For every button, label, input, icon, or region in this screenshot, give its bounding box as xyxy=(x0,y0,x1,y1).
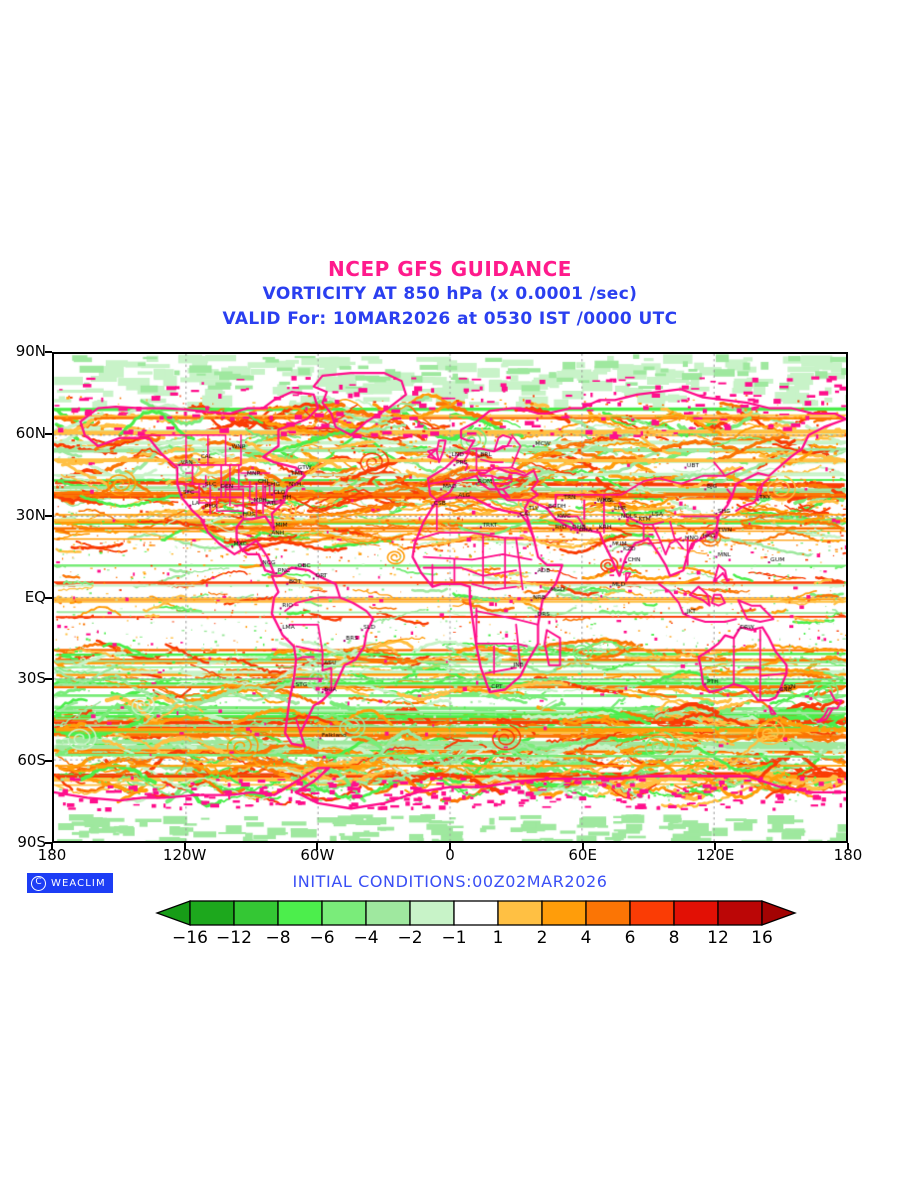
valid-time-line: VALID For: 10MAR2026 at 0530 IST /0000 U… xyxy=(222,309,678,329)
map-canvas xyxy=(54,354,846,841)
lon-label-3: 0 xyxy=(445,846,455,864)
initial-conditions-caption: INITIAL CONDITIONS:00Z02MAR2026 xyxy=(292,872,608,891)
page-title: NCEP GFS GUIDANCE xyxy=(328,257,572,281)
lon-tick xyxy=(316,843,319,850)
colorbar-tick-6: −1 xyxy=(441,928,467,948)
lon-label-0: 180 xyxy=(37,846,67,864)
title-block: NCEP GFS GUIDANCE VORTICITY AT 850 hPa (… xyxy=(0,256,900,332)
lat-tick xyxy=(45,596,52,599)
colorbar-tick-5: −2 xyxy=(397,928,423,948)
lon-tick xyxy=(449,843,451,850)
colorbar-tick-4: −4 xyxy=(353,928,379,948)
lat-tick xyxy=(45,514,52,517)
lon-label-6: 180 xyxy=(833,846,863,864)
colorbar-tick-2: −8 xyxy=(265,928,291,948)
weaclim-logo[interactable]: C WEACLIM xyxy=(27,873,113,893)
lat-label-60N: 60N xyxy=(15,423,46,442)
lat-tick xyxy=(45,351,52,353)
lon-tick xyxy=(581,843,584,850)
lon-label-4: 60E xyxy=(568,846,597,864)
colorbar-tick-0: −16 xyxy=(172,928,208,948)
chart-subtitle: VORTICITY AT 850 hPa (x 0.0001 /sec) xyxy=(262,284,638,304)
lat-label-30S: 30S xyxy=(17,669,46,688)
colorbar-tick-11: 8 xyxy=(668,928,680,948)
weaclim-label: WEACLIM xyxy=(51,877,106,889)
lat-label-60S: 60S xyxy=(17,751,46,770)
colorbar-tick-8: 2 xyxy=(536,928,548,948)
lat-tick xyxy=(45,760,52,763)
colorbar-tick-13: 16 xyxy=(751,928,773,948)
colorbar-tick-7: 1 xyxy=(492,928,504,948)
colorbar-swatches xyxy=(155,900,797,926)
lat-label-30N: 30N xyxy=(15,505,46,524)
lon-label-2: 60W xyxy=(300,846,335,864)
lon-tick xyxy=(183,843,186,850)
colorbar-tick-10: 6 xyxy=(624,928,636,948)
lon-label-1: 120W xyxy=(162,846,207,864)
lat-tick xyxy=(45,678,52,681)
copyright-icon: C xyxy=(31,875,46,891)
colorbar-tick-1: −12 xyxy=(216,928,252,948)
colorbar-tick-3: −6 xyxy=(309,928,335,948)
lat-label-EQ: EQ xyxy=(24,587,46,606)
lat-tick xyxy=(45,432,52,435)
lat-label-90N: 90N xyxy=(15,342,46,360)
colorbar-tick-12: 12 xyxy=(707,928,729,948)
colorbar-tick-9: 4 xyxy=(580,928,592,948)
lon-label-5: 120E xyxy=(696,846,735,864)
lon-tick xyxy=(847,843,849,850)
vorticity-map[interactable] xyxy=(52,352,848,843)
lat-label-90S: 90S xyxy=(17,833,46,851)
colorbar[interactable]: −16 −12 −8 −6 −4 −2 −1 1 2 4 6 8 12 16 xyxy=(150,898,800,954)
lon-tick xyxy=(51,843,53,850)
lon-tick xyxy=(714,843,717,850)
lat-tick xyxy=(45,842,52,844)
